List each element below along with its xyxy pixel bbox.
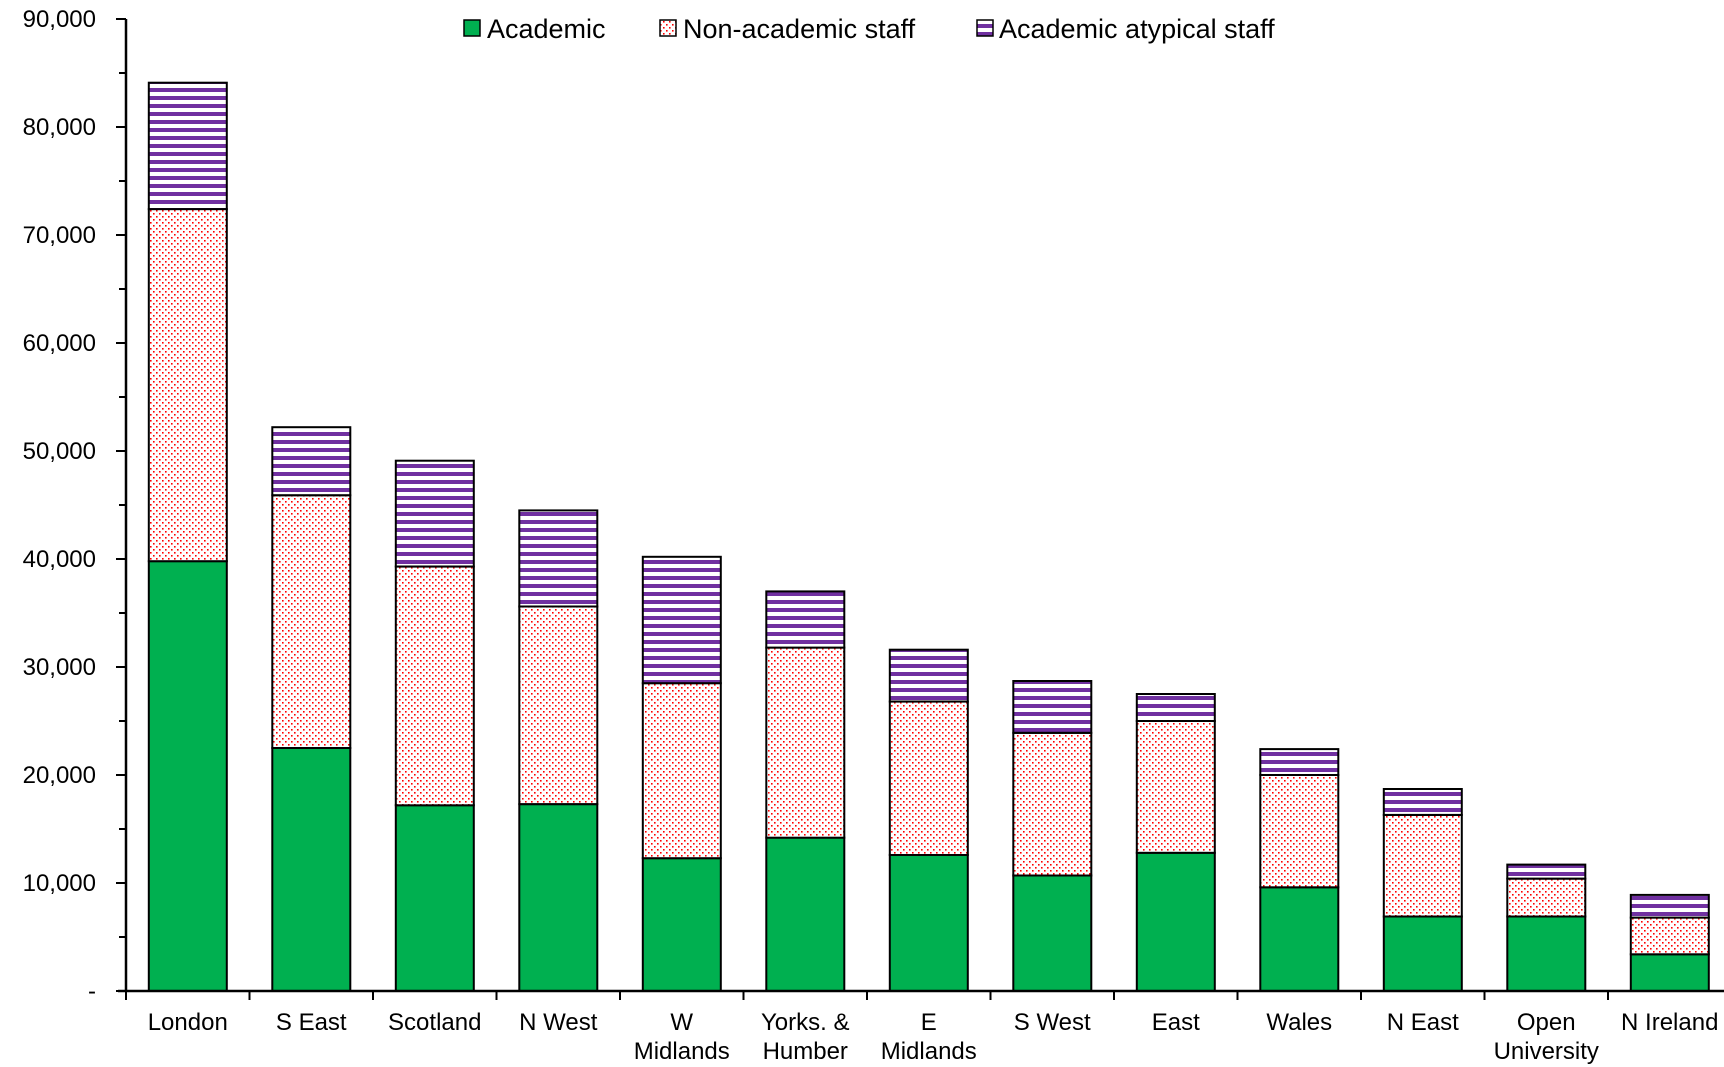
bar-academic-atypical-staff-9 <box>1259 748 1340 776</box>
bar-academic-9 <box>1259 886 1340 992</box>
x-tick-label-line: Midlands <box>634 1038 730 1065</box>
bar-non-academic-staff-5 <box>765 646 846 839</box>
bar-non-academic-staff-12 <box>1629 916 1710 956</box>
y-tick-label: 90,000 <box>23 6 96 33</box>
bar-academic-7 <box>1012 874 1093 993</box>
x-tick-label-line: University <box>1494 1038 1599 1065</box>
x-tick-label: N Ireland <box>1621 1009 1718 1036</box>
bar-non-academic-staff-4 <box>641 682 722 860</box>
x-tick-label: London <box>148 1009 228 1036</box>
x-tick-label-line: N East <box>1387 1009 1459 1036</box>
y-tick-label: 40,000 <box>23 546 96 573</box>
bar-academic-3 <box>518 803 599 993</box>
x-tick-label: Yorks. & Humber <box>761 1009 850 1065</box>
x-tick-label: Wales <box>1266 1009 1332 1036</box>
y-tick-label: 80,000 <box>23 114 96 141</box>
bar-academic-5 <box>765 836 846 992</box>
bar-non-academic-staff-6 <box>888 700 969 856</box>
x-tick-label-line: S West <box>1014 1009 1091 1036</box>
x-tick-label-line: Humber <box>763 1038 848 1065</box>
bar-academic-atypical-staff-7 <box>1012 680 1093 734</box>
bar-academic-atypical-staff-8 <box>1135 693 1216 722</box>
bar-academic-atypical-staff-4 <box>641 555 722 685</box>
y-tick-label: - <box>88 978 96 1005</box>
legend-label-non-academic-staff: Non-academic staff <box>683 14 916 44</box>
x-tick-label: W Midlands <box>634 1009 730 1065</box>
x-tick-label-line: W <box>670 1009 693 1036</box>
bar-academic-atypical-staff-12 <box>1629 893 1710 919</box>
x-tick-label-line: S East <box>276 1009 347 1036</box>
y-tick-label: 30,000 <box>23 654 96 681</box>
x-tick-label: N East <box>1387 1009 1459 1036</box>
legend-label-academic-atypical-staff: Academic atypical staff <box>999 14 1275 44</box>
x-tick-label: S West <box>1014 1009 1091 1036</box>
x-tick-label-line: N Ireland <box>1621 1009 1718 1036</box>
bar-non-academic-staff-2 <box>394 565 475 807</box>
bar-non-academic-staff-10 <box>1382 814 1463 918</box>
y-tick-label: 50,000 <box>23 438 96 465</box>
x-tick-label-line: E <box>921 1009 937 1036</box>
bar-non-academic-staff-11 <box>1506 877 1587 918</box>
y-tick-label: 70,000 <box>23 222 96 249</box>
bar-academic-6 <box>888 853 969 993</box>
x-tick-label-line: Scotland <box>388 1009 481 1036</box>
bar-academic-4 <box>641 857 722 993</box>
x-tick-label-line: East <box>1152 1009 1200 1036</box>
y-tick-label: 20,000 <box>23 762 96 789</box>
x-tick-label: S East <box>276 1009 347 1036</box>
legend-label-academic: Academic <box>487 14 606 44</box>
bar-non-academic-staff-8 <box>1135 720 1216 854</box>
x-tick-label: Scotland <box>388 1009 481 1036</box>
axes-group: - 10,000 20,000 30,000 40,000 50,000 60,000 70,… <box>23 6 1724 1065</box>
legend-swatch-academic-atypical-staff <box>976 19 994 37</box>
bar-academic-10 <box>1382 915 1463 992</box>
bar-academic-1 <box>271 747 352 992</box>
bar-academic-atypical-staff-0 <box>147 81 228 211</box>
legend: Academic Non-academic staff Academic atypi… <box>463 14 1275 44</box>
x-tick-label: Open University <box>1494 1009 1599 1065</box>
bar-non-academic-staff-7 <box>1012 731 1093 877</box>
bar-academic-2 <box>394 804 475 993</box>
bar-academic-0 <box>147 560 228 992</box>
bar-academic-atypical-staff-5 <box>765 590 846 649</box>
legend-swatch-non-academic-staff <box>659 19 677 37</box>
bar-non-academic-staff-0 <box>147 208 228 563</box>
bar-non-academic-staff-1 <box>271 494 352 749</box>
bars-group <box>147 81 1710 993</box>
bar-academic-12 <box>1629 953 1710 992</box>
bar-academic-atypical-staff-11 <box>1506 863 1587 880</box>
bar-academic-atypical-staff-10 <box>1382 788 1463 816</box>
x-tick-label: E Midlands <box>881 1009 977 1065</box>
x-tick-label: N West <box>519 1009 598 1036</box>
y-tick-label: 60,000 <box>23 330 96 357</box>
bar-non-academic-staff-9 <box>1259 774 1340 889</box>
x-tick-label-line: Open <box>1517 1009 1576 1036</box>
bar-academic-11 <box>1506 915 1587 992</box>
x-tick-label-line: N West <box>519 1009 598 1036</box>
legend-swatch-academic <box>463 19 481 37</box>
bar-academic-atypical-staff-3 <box>518 509 599 608</box>
bar-academic-atypical-staff-2 <box>394 459 475 568</box>
bar-academic-atypical-staff-1 <box>271 426 352 497</box>
bar-academic-8 <box>1135 851 1216 992</box>
x-tick-label: East <box>1152 1009 1200 1036</box>
x-tick-label-line: Midlands <box>881 1038 977 1065</box>
y-tick-label: 10,000 <box>23 870 96 897</box>
x-tick-label-line: London <box>148 1009 228 1036</box>
bar-non-academic-staff-3 <box>518 605 599 806</box>
bar-academic-atypical-staff-6 <box>888 648 969 703</box>
x-tick-label-line: Wales <box>1266 1009 1332 1036</box>
x-tick-label-line: Yorks. & <box>761 1009 850 1036</box>
